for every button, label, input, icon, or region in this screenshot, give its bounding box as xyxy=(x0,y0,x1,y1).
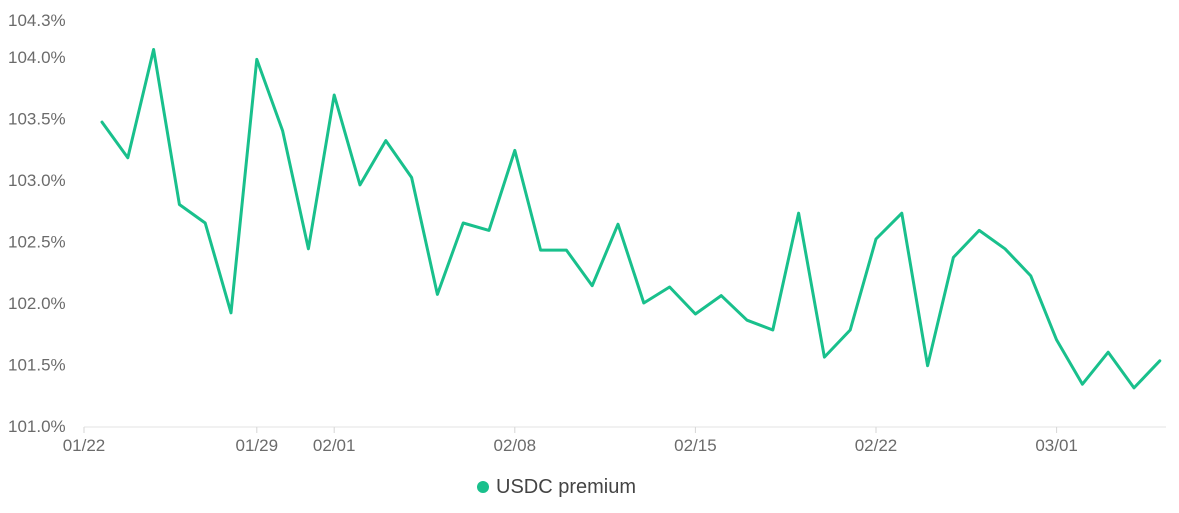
data-point[interactable] xyxy=(1104,348,1112,356)
data-point[interactable] xyxy=(588,282,596,290)
y-axis: 101.0% 101.5% 102.0% 102.5% 103.0% 103.5% 104.… xyxy=(8,11,66,436)
data-point[interactable] xyxy=(459,219,467,227)
data-point[interactable] xyxy=(408,174,416,182)
x-tick-label: 03/01 xyxy=(1035,436,1078,455)
data-point[interactable] xyxy=(872,235,880,243)
series-line-usdc-premium[interactable] xyxy=(100,48,1162,390)
data-point[interactable] xyxy=(691,310,699,318)
data-point[interactable] xyxy=(1078,380,1086,388)
data-point[interactable] xyxy=(201,219,209,227)
data-point[interactable] xyxy=(511,146,519,154)
data-point[interactable] xyxy=(614,220,622,228)
data-point[interactable] xyxy=(1001,245,1009,253)
data-point[interactable] xyxy=(820,353,828,361)
x-tick-label: 02/01 xyxy=(313,436,356,455)
data-point[interactable] xyxy=(795,209,803,217)
y-tick-label: 104.0% xyxy=(8,48,66,67)
x-tick-label: 02/08 xyxy=(494,436,537,455)
y-tick-label: 101.0% xyxy=(8,417,66,436)
data-point[interactable] xyxy=(175,201,183,209)
data-point[interactable] xyxy=(562,246,570,254)
data-point[interactable] xyxy=(975,226,983,234)
data-point[interactable] xyxy=(356,181,364,189)
data-point[interactable] xyxy=(98,118,106,126)
x-tick-label: 02/15 xyxy=(674,436,717,455)
y-tick-label: 102.0% xyxy=(8,294,66,313)
data-point[interactable] xyxy=(717,292,725,300)
data-point[interactable] xyxy=(253,55,261,63)
data-point[interactable] xyxy=(769,326,777,334)
y-tick-label: 103.0% xyxy=(8,171,66,190)
data-point[interactable] xyxy=(279,127,287,135)
legend-marker xyxy=(477,481,489,493)
legend-label: USDC premium xyxy=(496,476,636,498)
data-point[interactable] xyxy=(537,246,545,254)
data-point[interactable] xyxy=(640,299,648,307)
data-point[interactable] xyxy=(1130,384,1138,392)
data-point[interactable] xyxy=(124,154,132,162)
y-tick-label: 101.5% xyxy=(8,355,66,374)
data-point[interactable] xyxy=(666,283,674,291)
data-point[interactable] xyxy=(743,316,751,324)
legend[interactable]: USDC premium xyxy=(477,476,636,498)
data-point[interactable] xyxy=(846,326,854,334)
x-tick-label: 01/22 xyxy=(63,436,106,455)
series-layer xyxy=(98,46,1164,392)
x-axis: 01/22 01/29 02/01 02/08 02/15 02/22 03/01 xyxy=(63,426,1166,455)
data-point[interactable] xyxy=(227,309,235,317)
data-point[interactable] xyxy=(898,209,906,217)
data-point[interactable] xyxy=(433,290,441,298)
y-tick-label: 104.3% xyxy=(8,11,66,30)
data-point[interactable] xyxy=(330,91,338,99)
data-point[interactable] xyxy=(382,137,390,145)
data-point[interactable] xyxy=(150,46,158,54)
data-point[interactable] xyxy=(1156,357,1164,365)
x-tick-label: 01/29 xyxy=(236,436,279,455)
data-point[interactable] xyxy=(924,362,932,370)
data-point[interactable] xyxy=(1053,336,1061,344)
data-point[interactable] xyxy=(485,226,493,234)
x-tick-label: 02/22 xyxy=(855,436,898,455)
y-tick-label: 102.5% xyxy=(8,232,66,251)
y-tick-label: 103.5% xyxy=(8,109,66,128)
data-point[interactable] xyxy=(1027,272,1035,280)
data-point[interactable] xyxy=(304,245,312,253)
data-point[interactable] xyxy=(949,253,957,261)
